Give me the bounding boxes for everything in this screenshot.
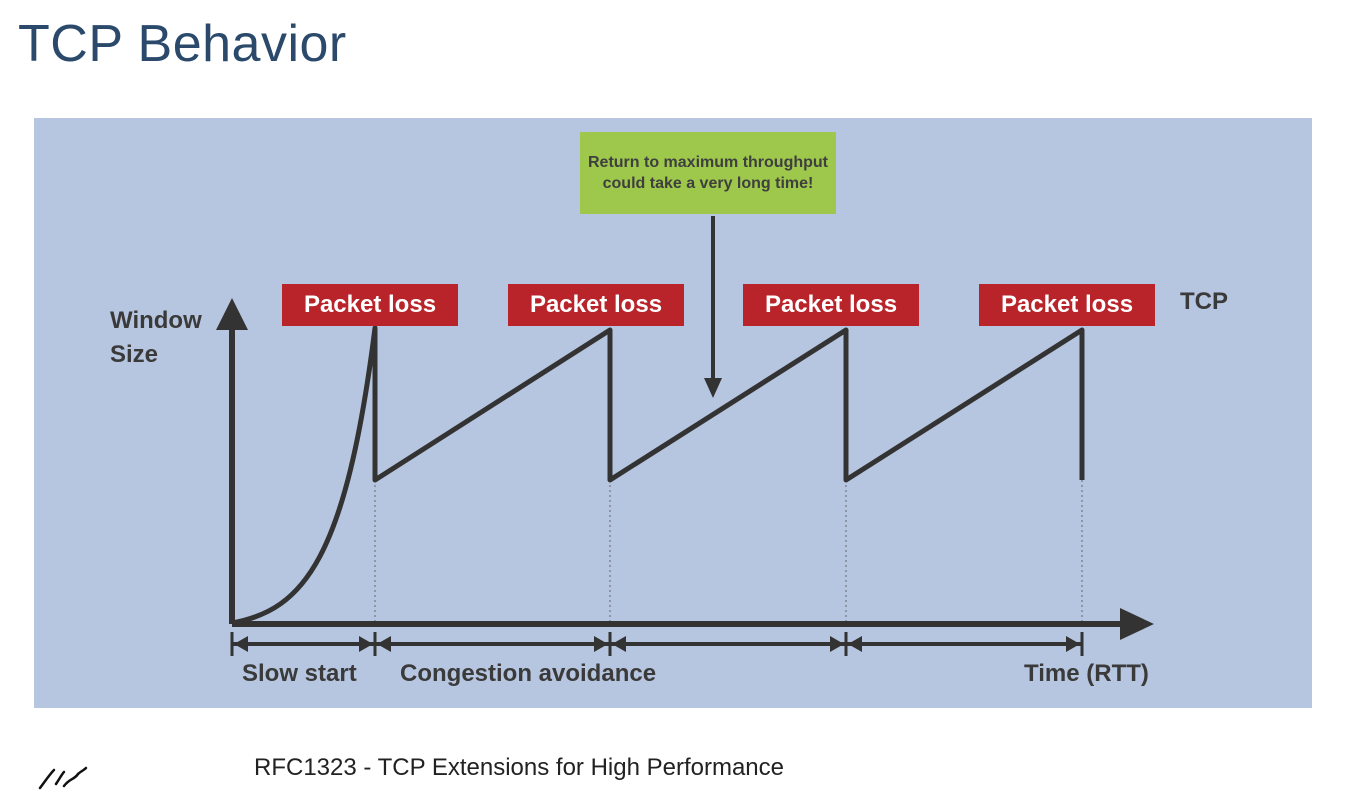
callout-arrow bbox=[704, 216, 722, 398]
packet-loss-label: Packet loss bbox=[508, 284, 684, 326]
slide-title: TCP Behavior bbox=[18, 15, 347, 73]
y-axis-arrowhead bbox=[216, 298, 248, 330]
window-size-curve bbox=[231, 325, 1085, 626]
guide-lines bbox=[374, 480, 1083, 624]
y-axis bbox=[216, 298, 248, 624]
footnote-reference: RFC1323 - TCP Extensions for High Perfor… bbox=[254, 754, 785, 781]
y-axis-label-line: Size bbox=[110, 341, 159, 368]
packet-loss-label: Packet loss bbox=[282, 284, 458, 326]
series-label: TCP bbox=[1180, 288, 1228, 315]
y-axis-label: Window Size bbox=[110, 304, 220, 372]
callout-note: Return to maximum throughput could take … bbox=[580, 132, 836, 214]
phase-arrows bbox=[230, 632, 1084, 656]
diagram-canvas bbox=[216, 216, 1154, 656]
x-axis bbox=[232, 608, 1154, 640]
phase-label-congestion-avoidance: Congestion avoidance bbox=[400, 660, 657, 687]
x-axis-label: Time (RTT) bbox=[1024, 660, 1149, 687]
packet-loss-label: Packet loss bbox=[979, 284, 1155, 326]
x-axis-arrowhead bbox=[1120, 608, 1154, 640]
phase-label-slow-start: Slow start bbox=[242, 660, 357, 687]
signature-mark bbox=[38, 766, 88, 790]
tcp-diagram: Return to maximum throughput could take … bbox=[34, 118, 1312, 708]
y-axis-label-line: Window bbox=[110, 307, 202, 334]
packet-loss-label: Packet loss bbox=[743, 284, 919, 326]
